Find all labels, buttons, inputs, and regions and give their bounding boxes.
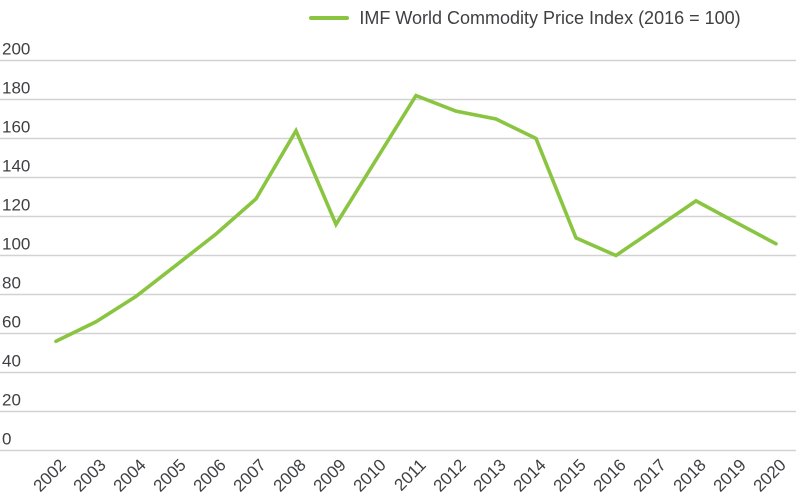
x-tick-label: 2007 [230,455,270,495]
data-line-series [54,93,778,344]
x-tick-label: 2020 [750,455,790,495]
x-tick-label: 2005 [150,455,190,495]
x-tick-label: 2008 [270,455,310,495]
x-tick-label: 2004 [110,455,150,495]
x-tick-label: 2003 [70,455,110,495]
x-tick-label: 2009 [310,455,350,495]
x-tick-label: 2013 [470,455,510,495]
x-tick-label: 2011 [391,455,430,494]
y-tick-label: 20 [2,391,21,410]
y-tick-label: 100 [2,235,30,254]
x-tick-label: 2019 [710,455,750,495]
x-tick-label: 2018 [670,455,710,495]
x-tick-label: 2002 [30,455,70,495]
y-tick-label: 60 [2,313,21,332]
y-tick-label: 140 [2,157,30,176]
y-tick-label: 80 [2,274,21,293]
y-tick-label: 180 [2,79,30,98]
x-tick-label: 2015 [550,455,590,495]
y-tick-label: 120 [2,196,30,215]
chart-legend: IMF World Commodity Price Index (2016 = … [0,0,800,36]
x-tick-label: 2010 [350,455,390,495]
y-tick-label: 200 [2,40,30,59]
x-tick-label: 2012 [430,455,470,495]
y-tick-label: 40 [2,352,21,371]
x-tick-label: 2017 [630,455,670,495]
x-tick-label: 2014 [510,455,550,495]
x-tick-label: 2006 [190,455,230,495]
y-tick-label: 0 [2,430,11,449]
legend-label: IMF World Commodity Price Index (2016 = … [359,7,741,28]
x-tick-label: 2016 [590,455,630,495]
legend-line-swatch [309,16,350,20]
y-tick-label: 160 [2,118,30,137]
